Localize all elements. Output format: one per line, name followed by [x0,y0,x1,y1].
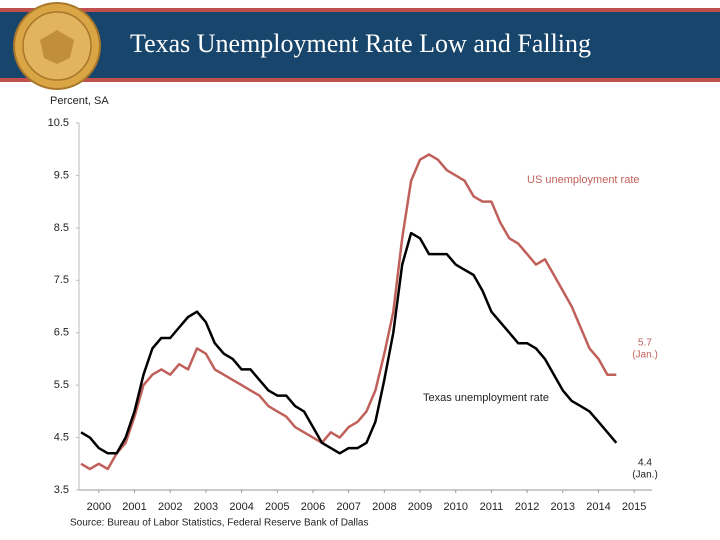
series-line [80,231,618,455]
end-note-label: (Jan.) [632,469,658,480]
x-tick-label: 2013 [551,501,575,513]
x-tick-label: 2004 [229,501,253,513]
series-label: US unemployment rate [527,174,640,186]
y-tick-label: 5.5 [54,379,69,391]
header-band [0,12,720,78]
x-tick-label: 2012 [515,501,539,513]
end-value-label: 4.4 [638,457,652,468]
x-tick-label: 2008 [372,501,396,513]
x-tick-label: 2009 [408,501,432,513]
y-tick-label: 8.5 [54,222,69,234]
y-tick-label: 9.5 [54,169,69,181]
x-tick-label: 2015 [622,501,646,513]
x-tick-label: 2003 [194,501,218,513]
slide-title: Texas Unemployment Rate Low and Falling [130,29,591,58]
x-tick-label: 2011 [480,501,504,513]
x-tick-label: 2001 [122,501,146,513]
y-tick-label: 4.5 [54,431,69,443]
x-tick-label: 2005 [265,501,289,513]
end-note-label: (Jan.) [632,349,658,360]
series-label: Texas unemployment rate [423,392,549,404]
x-tick-label: 2000 [87,501,111,513]
x-tick-label: 2010 [443,501,467,513]
series-line [80,153,617,471]
end-value-label: 5.7 [638,337,652,348]
y-tick-label: 6.5 [54,327,69,339]
logo-seal [13,2,101,90]
y-tick-label: 3.5 [54,484,69,496]
header-bottom-rule [0,78,720,82]
y-axis-label: Percent, SA [50,95,109,107]
x-tick-label: 2002 [158,501,182,513]
x-tick-label: 2007 [336,501,360,513]
x-tick-label: 2014 [586,501,610,513]
x-tick-label: 2006 [301,501,325,513]
source-note: Source: Bureau of Labor Statistics, Fede… [70,518,368,529]
y-tick-label: 10.5 [48,117,69,129]
header-top-rule [0,8,720,12]
y-tick-label: 7.5 [54,274,69,286]
